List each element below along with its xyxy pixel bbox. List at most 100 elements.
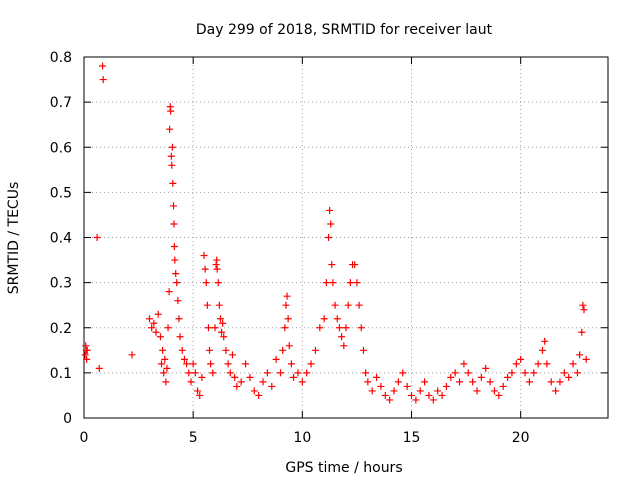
data-point: [216, 315, 224, 323]
data-point: [573, 369, 581, 377]
data-point: [285, 342, 293, 350]
data-point: [377, 382, 385, 390]
data-point: [322, 279, 330, 287]
data-point: [212, 261, 220, 269]
data-point: [161, 355, 169, 363]
data-point: [211, 324, 219, 332]
data-point: [209, 369, 217, 377]
data-point: [287, 360, 295, 368]
chart-title: Day 299 of 2018, SRMTID for receiver lau…: [196, 22, 493, 38]
data-point: [357, 324, 365, 332]
data-point: [482, 364, 490, 372]
data-point: [146, 315, 153, 323]
data-point: [311, 346, 319, 354]
data-point: [173, 279, 181, 287]
y-tick-label: 0.5: [50, 185, 72, 201]
data-point: [386, 396, 394, 404]
x-tick-label: 5: [189, 430, 198, 446]
data-point: [213, 256, 221, 264]
y-tick-label: 0: [63, 411, 72, 427]
data-point: [294, 369, 302, 377]
data-point: [154, 310, 162, 318]
data-point: [168, 161, 176, 169]
data-point: [170, 243, 178, 251]
data-point: [364, 378, 372, 386]
data-point: [148, 324, 156, 332]
data-point: [194, 387, 202, 395]
data-point: [174, 297, 182, 305]
data-point: [456, 378, 464, 386]
data-point: [327, 220, 335, 228]
data-point: [504, 373, 512, 381]
y-tick-label: 0.8: [50, 50, 72, 66]
data-point: [469, 378, 477, 386]
data-point: [215, 301, 223, 309]
data-point: [331, 301, 339, 309]
x-tick-label: 0: [80, 430, 89, 446]
x-axis-title: GPS time / hours: [285, 460, 402, 476]
data-point: [222, 346, 230, 354]
data-point: [277, 369, 284, 377]
data-point: [156, 333, 164, 341]
data-point: [83, 346, 91, 354]
data-point: [512, 360, 520, 368]
data-point: [191, 369, 199, 377]
data-point: [83, 355, 91, 363]
data-point: [167, 107, 175, 115]
data-point: [530, 369, 538, 377]
data-point: [333, 315, 341, 323]
data-point: [429, 396, 437, 404]
data-point: [580, 306, 588, 314]
data-point: [204, 324, 212, 332]
data-point: [303, 369, 311, 377]
data-point: [172, 270, 180, 278]
data-point: [394, 378, 402, 386]
data-point: [171, 256, 179, 264]
x-tick-label: 20: [512, 430, 530, 446]
data-point: [170, 220, 178, 228]
data-point: [163, 364, 171, 372]
data-point: [442, 382, 450, 390]
data-point: [281, 324, 289, 332]
data-point: [560, 369, 568, 377]
data-point: [579, 301, 587, 309]
data-point: [326, 206, 334, 214]
data-point: [399, 369, 407, 377]
data-point: [460, 360, 468, 368]
data-point: [328, 261, 336, 269]
data-point: [196, 391, 204, 399]
data-point: [473, 387, 481, 395]
data-point: [246, 373, 254, 381]
data-point: [534, 360, 542, 368]
data-point: [152, 328, 160, 336]
data-point: [202, 279, 210, 287]
data-point: [362, 369, 370, 377]
data-point: [95, 364, 103, 372]
y-axis-title: SRMTID / TECUs: [6, 182, 22, 295]
data-point: [344, 301, 352, 309]
data-point: [268, 382, 276, 390]
data-point: [233, 382, 241, 390]
data-point: [93, 234, 101, 241]
data-point: [198, 373, 206, 381]
data-point: [178, 346, 186, 354]
data-point: [169, 179, 177, 187]
data-point: [556, 378, 564, 386]
data-point: [517, 355, 525, 363]
data-point: [359, 346, 367, 354]
data-point: [451, 369, 459, 377]
data-point: [547, 378, 555, 386]
data-point: [259, 378, 267, 386]
data-point: [187, 378, 195, 386]
data-point: [464, 369, 472, 377]
data-point: [185, 369, 193, 377]
data-point: [150, 319, 158, 327]
data-point: [338, 333, 346, 341]
data-point: [237, 378, 245, 386]
data-point: [160, 369, 168, 377]
data-point: [166, 125, 174, 133]
data-point: [272, 355, 280, 363]
data-point: [351, 261, 359, 269]
